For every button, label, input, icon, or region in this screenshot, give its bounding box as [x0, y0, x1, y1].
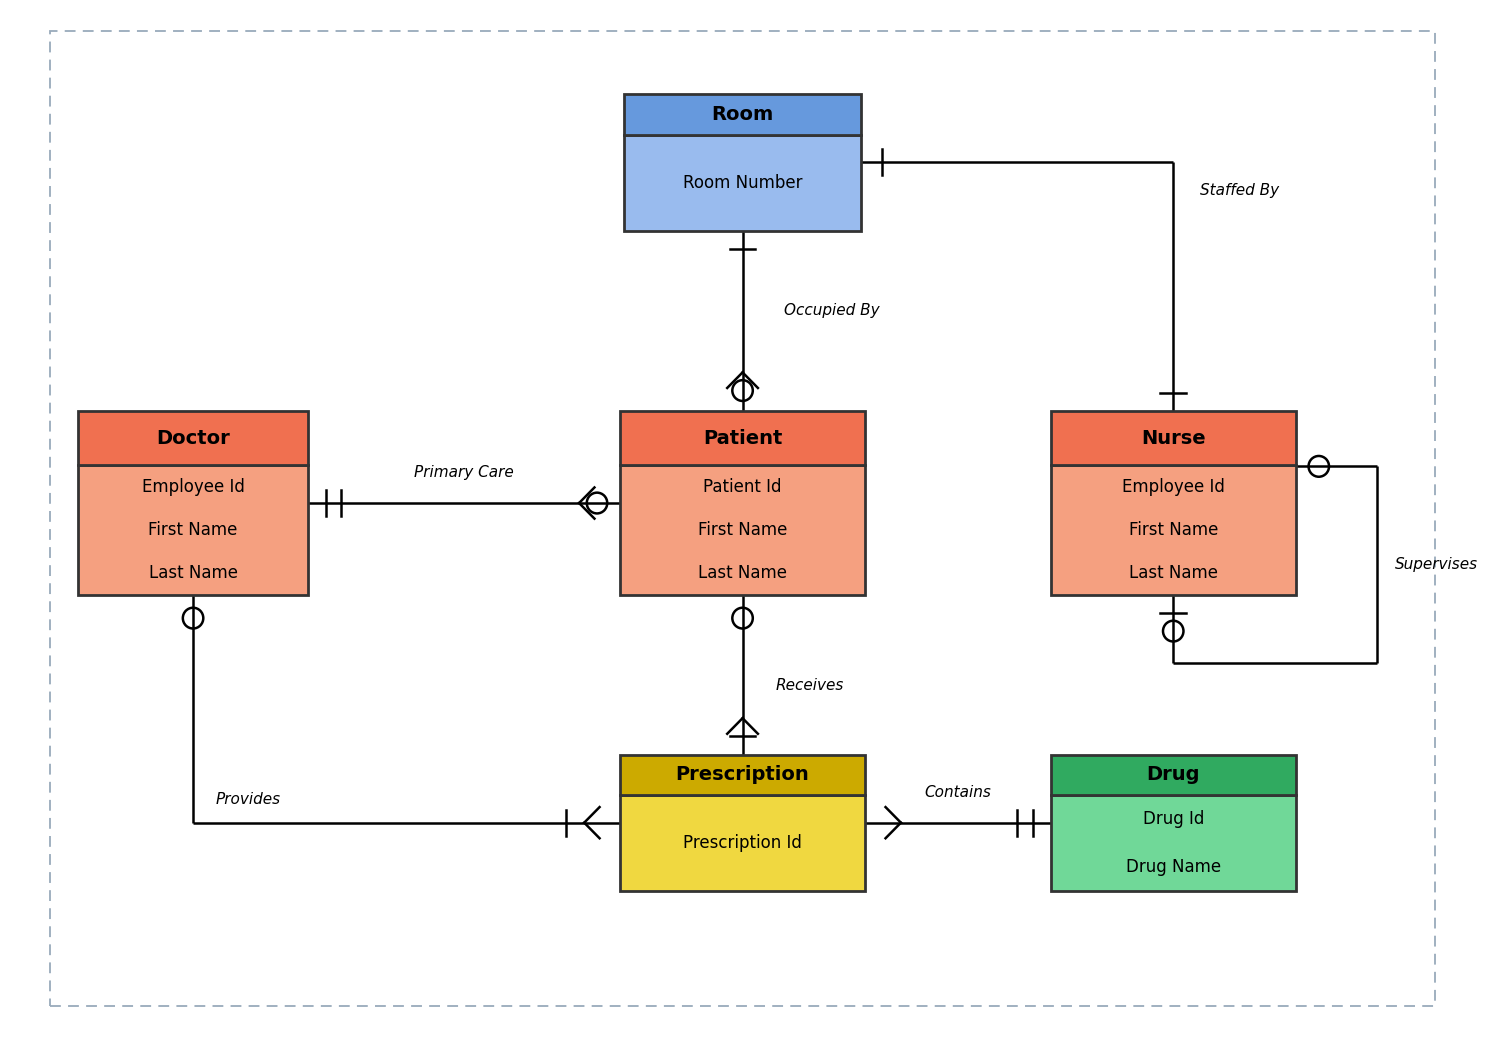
- Text: Room Number: Room Number: [683, 174, 803, 192]
- Text: Room: Room: [712, 105, 773, 124]
- Bar: [620, 755, 864, 794]
- Bar: [78, 411, 309, 465]
- Bar: [620, 794, 864, 891]
- Text: Provides: Provides: [216, 792, 280, 807]
- Bar: [623, 134, 861, 231]
- Text: Last Name: Last Name: [1128, 564, 1218, 583]
- Text: Drug Id: Drug Id: [1143, 810, 1204, 828]
- Text: First Name: First Name: [148, 521, 238, 539]
- Text: First Name: First Name: [698, 521, 788, 539]
- Text: Last Name: Last Name: [698, 564, 786, 583]
- Bar: [620, 411, 864, 465]
- Text: Last Name: Last Name: [148, 564, 238, 583]
- Bar: [1050, 794, 1296, 891]
- Text: Drug Name: Drug Name: [1125, 857, 1221, 876]
- Bar: [78, 465, 309, 595]
- Text: Doctor: Doctor: [156, 429, 229, 447]
- Text: Prescription Id: Prescription Id: [683, 834, 801, 852]
- Text: Staffed By: Staffed By: [1200, 183, 1279, 198]
- Text: Drug: Drug: [1146, 765, 1200, 784]
- Bar: [1050, 755, 1296, 794]
- Text: Contains: Contains: [924, 785, 992, 800]
- Bar: [620, 465, 864, 595]
- Text: Supervises: Supervises: [1395, 558, 1479, 572]
- Text: Nurse: Nurse: [1141, 429, 1206, 447]
- Text: First Name: First Name: [1128, 521, 1218, 539]
- Text: Employee Id: Employee Id: [142, 478, 244, 496]
- Bar: [623, 94, 861, 134]
- Text: Occupied By: Occupied By: [783, 303, 879, 318]
- Text: Primary Care: Primary Care: [415, 465, 514, 480]
- Bar: [1050, 465, 1296, 595]
- Text: Patient: Patient: [703, 429, 782, 447]
- Text: Prescription: Prescription: [676, 765, 809, 784]
- Text: Receives: Receives: [776, 678, 843, 693]
- Text: Employee Id: Employee Id: [1122, 478, 1225, 496]
- Bar: [1050, 411, 1296, 465]
- Text: Patient Id: Patient Id: [703, 478, 782, 496]
